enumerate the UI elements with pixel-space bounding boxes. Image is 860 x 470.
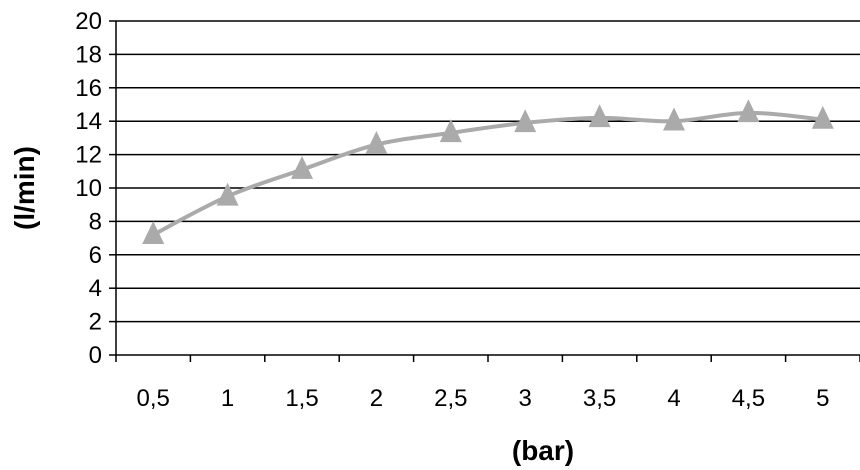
data-point-marker — [291, 155, 313, 179]
x-tick-label: 0,5 — [137, 385, 170, 412]
x-tick-label: 1,5 — [285, 385, 318, 412]
x-tick-label: 4,5 — [732, 385, 765, 412]
gridlines — [116, 20, 860, 323]
x-axis-title: (bar) — [512, 435, 574, 466]
data-point-marker — [737, 99, 760, 123]
y-tick-label: 18 — [75, 41, 102, 68]
y-tick-label: 20 — [75, 8, 102, 35]
data-point-marker — [514, 109, 537, 133]
x-tick-label: 2,5 — [434, 385, 467, 412]
data-point-marker — [216, 182, 239, 206]
series — [142, 99, 834, 244]
data-point-marker — [588, 104, 611, 128]
y-tick-label: 12 — [75, 142, 102, 169]
series-line — [152, 110, 823, 237]
y-tick-label: 2 — [89, 309, 102, 336]
data-point-marker — [365, 130, 388, 154]
data-point-marker — [142, 221, 165, 244]
y-tick-label: 8 — [89, 208, 102, 235]
x-tick-label: 5 — [816, 385, 829, 412]
data-point-marker — [663, 107, 685, 131]
y-tick-label: 16 — [75, 75, 102, 102]
y-axis-title: (l/min) — [9, 146, 40, 230]
x-tick-label: 3 — [519, 385, 532, 412]
x-tick-label: 2 — [370, 385, 383, 412]
x-tick-label: 1 — [221, 385, 234, 412]
y-tick-label: 10 — [75, 175, 102, 202]
data-point-marker — [811, 105, 834, 129]
y-tick-label: 6 — [89, 242, 102, 269]
y-tick-label: 0 — [89, 342, 102, 369]
axes — [109, 20, 860, 362]
y-tick-labels: 0 2 4 6 8 10 12 14 16 18 20 — [75, 8, 102, 369]
y-tick-label: 14 — [75, 108, 102, 135]
x-tick-label: 4 — [667, 385, 680, 412]
x-tick-label: 3,5 — [583, 385, 616, 412]
x-tick-labels: 0,5 1 1,5 2 2,5 3 3,5 4 4,5 5 — [137, 385, 830, 412]
y-tick-label: 4 — [89, 275, 102, 302]
data-point-marker — [439, 119, 462, 143]
